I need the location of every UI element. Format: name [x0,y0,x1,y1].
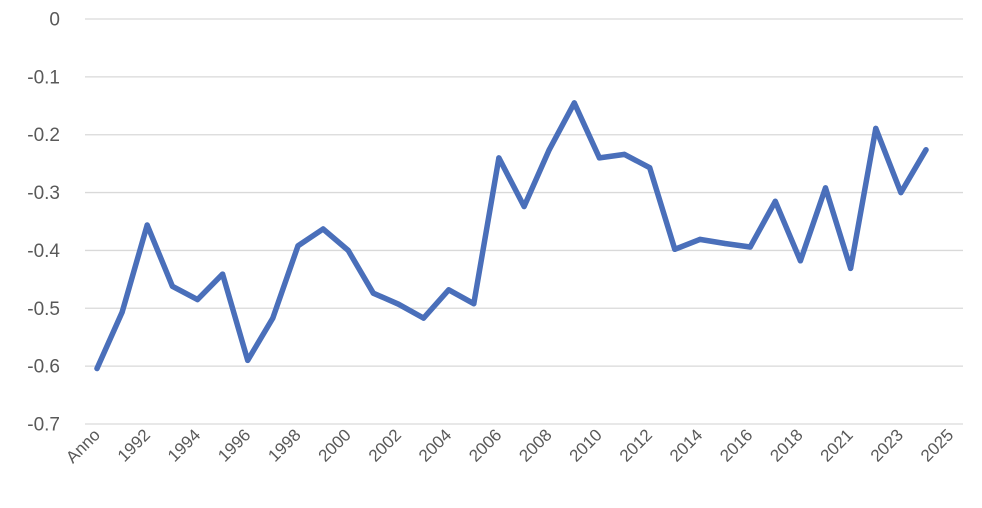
y-axis-ticks: 0 -0.1 -0.2 -0.3 -0.4 -0.5 -0.6 -0.7 [27,10,60,436]
x-tick-label: 2014 [666,425,706,465]
data-point [395,301,402,307]
data-point [446,287,452,293]
data-point [923,147,929,153]
data-point [471,301,477,307]
x-tick-label: 2002 [365,425,405,465]
series-layer [94,100,929,372]
x-tick-label: 2016 [716,425,756,465]
x-tick-label: 1992 [114,425,154,465]
data-point [772,198,778,204]
data-point [621,151,628,157]
x-tick-label: 2025 [917,425,957,465]
data-point [119,309,125,315]
x-tick-label: 1998 [264,425,304,465]
data-point [722,240,728,247]
y-tick-label: -0.4 [27,241,60,262]
x-tick-label: 2021 [817,425,857,465]
x-tick-label: 2000 [315,425,355,465]
series-line [94,100,929,372]
data-point [898,190,904,196]
x-axis-ticks: Anno 1992 1994 1996 1998 2000 2002 2004 2006 2008… [62,425,957,467]
data-point [245,357,251,363]
x-tick-label: 2008 [515,425,555,465]
y-tick-label: 0 [49,10,60,31]
y-tick-label: -0.2 [27,125,60,146]
data-point [546,147,552,153]
data-point [822,185,829,191]
y-tick-label: -0.3 [27,183,60,204]
data-point [270,315,276,321]
x-tick-label: 2010 [566,425,606,465]
x-tick-label: 2004 [415,425,455,465]
data-point [295,243,301,249]
y-tick-label: -0.5 [27,299,60,320]
data-point [873,125,879,131]
data-point [169,283,175,289]
data-point [320,226,326,232]
data-point [144,222,150,228]
data-point [747,244,753,250]
data-point [797,258,804,264]
data-point [496,155,502,161]
x-tick-label: 1996 [214,425,254,465]
x-tick-label: 2023 [867,425,907,465]
x-tick-label: Anno [62,425,104,467]
x-tick-label: 2006 [465,425,505,465]
data-point [421,315,427,321]
data-point [647,165,653,171]
data-point [345,247,351,253]
data-point [370,290,376,296]
x-tick-label: 2012 [616,425,656,465]
data-point [848,265,854,271]
gridlines [85,18,963,425]
data-point [697,236,703,242]
data-point [672,246,678,252]
y-tick-label: -0.6 [27,357,60,378]
x-tick-label: 1994 [164,425,204,465]
data-point [571,100,577,106]
y-tick-label: -0.1 [27,67,60,88]
data-point [94,365,100,372]
data-point [220,271,226,277]
data-point [521,203,527,210]
data-point [194,297,201,303]
x-tick-label: 2018 [766,425,806,465]
data-point [596,155,603,161]
y-tick-label: -0.7 [27,415,60,436]
